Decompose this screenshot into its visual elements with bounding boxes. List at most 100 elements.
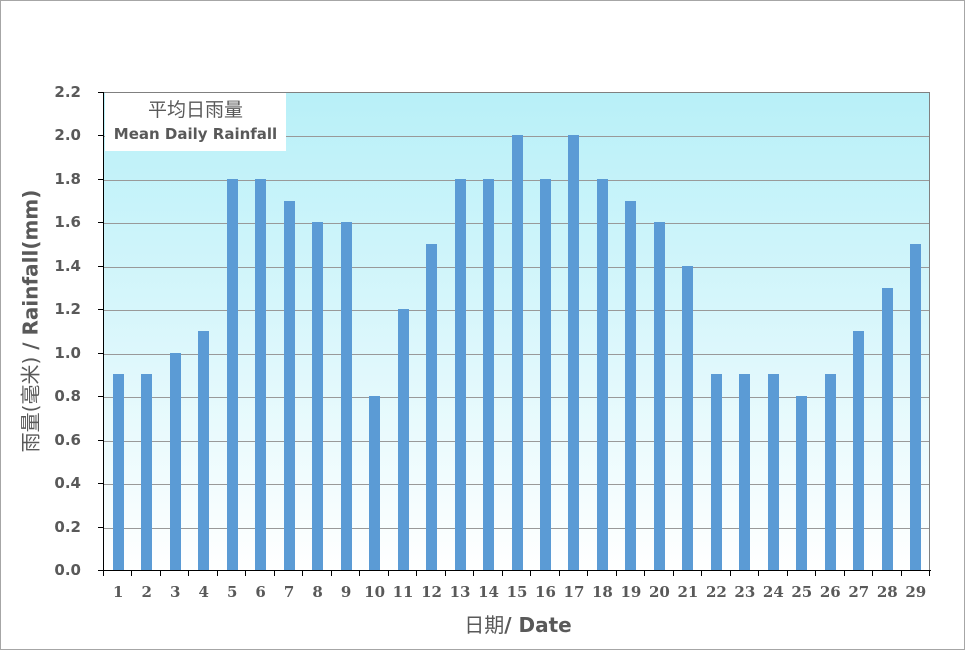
y-tick-label: 0.2	[54, 517, 81, 536]
x-tick	[131, 570, 133, 576]
y-tick-label: 1.2	[54, 300, 81, 319]
bar-day-13	[454, 178, 466, 570]
x-tick-label: 22	[705, 583, 727, 601]
x-tick-label: 8	[312, 583, 323, 601]
x-tick	[900, 570, 902, 576]
x-tick	[330, 570, 332, 576]
bar-day-24	[767, 374, 779, 570]
x-tick	[188, 570, 190, 576]
plot-area	[104, 92, 930, 570]
x-tick-label: 3	[169, 583, 181, 601]
y-axis-title-zh: 雨量(毫米)	[18, 356, 43, 453]
x-tick	[216, 570, 218, 576]
bar-day-22	[710, 374, 722, 570]
y-tick	[98, 352, 104, 354]
x-tick-label: 24	[762, 583, 784, 601]
bar-day-19	[625, 200, 637, 570]
y-tick	[98, 265, 104, 267]
x-tick-label: 10	[364, 583, 386, 601]
bar-day-8	[312, 222, 324, 570]
x-tick	[501, 570, 503, 576]
y-tick	[98, 570, 104, 571]
y-tick-label: 0.0	[54, 561, 81, 579]
x-tick	[387, 570, 389, 576]
x-tick	[273, 570, 275, 576]
y-tick-label: 2.2	[54, 83, 81, 101]
x-tick-label: 19	[620, 583, 642, 601]
y-tick-label: 1.6	[54, 213, 81, 232]
x-tick	[872, 570, 874, 576]
x-tick	[729, 570, 731, 576]
x-tick-label: 1	[113, 583, 124, 601]
y-tick-label: 1.0	[54, 343, 81, 362]
x-tick	[159, 570, 161, 576]
legend-title-zh: 平均日雨量	[147, 99, 243, 121]
y-tick-label: 0.4	[54, 474, 81, 493]
y-tick-label: 0.8	[54, 387, 81, 406]
x-tick-label: 16	[535, 583, 556, 601]
x-tick-label: 12	[421, 583, 442, 601]
x-tick-label: 23	[734, 583, 756, 601]
x-tick	[103, 570, 104, 576]
x-tick	[615, 570, 617, 576]
bar-day-11	[397, 309, 409, 570]
y-tick	[98, 222, 104, 224]
legend-title-en: Mean Daily Rainfall	[113, 125, 278, 143]
x-axis-title-en: / Date	[504, 613, 572, 637]
x-tick-label: 28	[876, 583, 898, 601]
x-tick	[302, 570, 304, 576]
x-tick-label: 29	[905, 583, 927, 601]
chart-legend-box: 平均日雨量 Mean Daily Rainfall	[105, 93, 286, 151]
x-tick	[758, 570, 760, 576]
y-tick-label: 2.0	[54, 126, 81, 145]
x-tick	[929, 570, 930, 576]
bar-day-20	[653, 222, 665, 570]
y-tick-label: 1.8	[54, 169, 81, 188]
y-axis-title: 雨量(毫米) / Rainfall(mm)	[15, 190, 44, 453]
y-tick	[98, 526, 104, 528]
x-tick	[587, 570, 589, 576]
y-axis-title-en: / Rainfall(mm)	[18, 189, 43, 357]
bar-day-4	[198, 331, 210, 570]
x-tick-label: 14	[478, 583, 499, 601]
bar-day-14	[483, 178, 495, 570]
bar-day-17	[568, 135, 580, 570]
bar-day-9	[340, 222, 352, 570]
bar-day-16	[539, 178, 551, 570]
x-tick	[359, 570, 361, 576]
x-axis-title-zh: 日期	[464, 613, 505, 637]
bar-day-27	[853, 331, 865, 570]
x-tick-label: 26	[819, 583, 841, 601]
y-tick	[98, 178, 104, 180]
bar-day-25	[796, 396, 808, 570]
x-tick	[672, 570, 674, 576]
x-tick-label: 15	[506, 583, 528, 601]
x-tick-label: 13	[449, 583, 471, 601]
x-tick-label: 18	[592, 583, 613, 601]
bar-day-2	[141, 374, 153, 570]
x-tick	[558, 570, 560, 576]
x-tick	[444, 570, 446, 576]
y-tick	[98, 483, 104, 485]
y-axis-line	[103, 92, 104, 571]
bar-day-23	[739, 374, 751, 570]
x-tick-label: 21	[677, 583, 699, 601]
bar-day-6	[255, 178, 267, 570]
x-tick	[473, 570, 475, 576]
bar-day-26	[824, 374, 836, 570]
y-tick-label: 1.4	[54, 256, 81, 275]
x-tick	[843, 570, 845, 576]
x-tick	[644, 570, 646, 576]
y-tick	[98, 92, 104, 93]
y-tick-label: 0.6	[54, 430, 81, 449]
x-tick-label: 11	[392, 583, 414, 601]
x-tick	[530, 570, 532, 576]
y-tick	[98, 439, 104, 441]
x-tick-label: 20	[648, 583, 670, 601]
bar-day-5	[226, 178, 238, 570]
bar-day-10	[369, 396, 381, 570]
y-tick	[98, 396, 104, 398]
x-axis-title: 日期/ Date	[464, 609, 572, 638]
bar-day-15	[511, 135, 523, 570]
